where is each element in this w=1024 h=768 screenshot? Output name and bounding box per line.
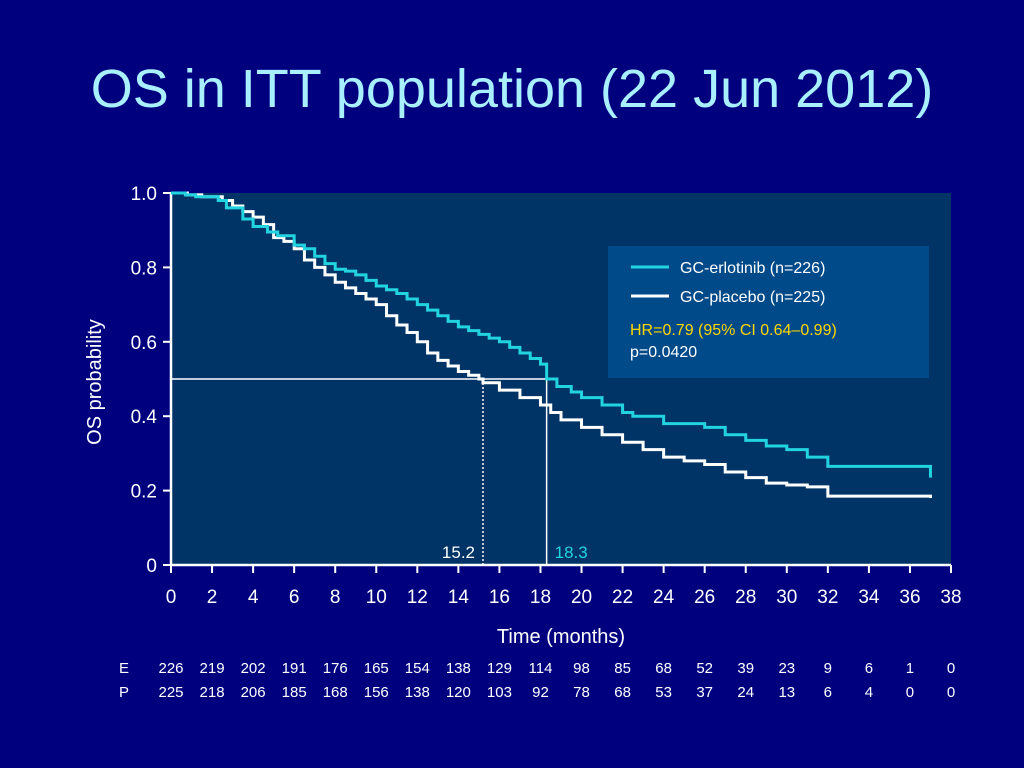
- x-tick-label: 2: [207, 587, 218, 608]
- legend-entry: GC-placebo (n=225): [680, 289, 825, 306]
- y-axis-label: OS probability: [84, 319, 106, 445]
- survival-curves: [171, 191, 932, 499]
- x-tick-label: 16: [489, 587, 510, 608]
- x-tick-label: 0: [166, 587, 177, 608]
- placebo-curve: [171, 191, 932, 499]
- x-tick-label: 28: [735, 587, 756, 608]
- legend-entry: GC-erlotinib (n=226): [680, 260, 825, 277]
- x-tick-label: 36: [899, 587, 920, 608]
- x-tick-label: 4: [248, 587, 259, 608]
- x-tick-label: 6: [289, 587, 300, 608]
- x-axis-label: Time (months): [497, 626, 625, 648]
- median-label: 15.2: [442, 543, 475, 562]
- x-tick-label: 20: [571, 587, 592, 608]
- y-tick-label: 0.8: [131, 258, 157, 279]
- x-tick-label: 38: [940, 587, 961, 608]
- y-tick-label: 0.6: [131, 333, 157, 354]
- y-tick-label: 0.4: [131, 407, 158, 428]
- x-tick-label: 12: [407, 587, 428, 608]
- x-tick-label: 18: [530, 587, 551, 608]
- slide-title: OS in ITT population (22 Jun 2012): [90, 59, 934, 119]
- hazard-ratio-text: HR=0.79 (95% CI 0.64–0.99): [630, 322, 837, 339]
- y-tick-label: 0: [146, 556, 157, 577]
- y-tick-label: 1.0: [131, 184, 157, 205]
- legend: GC-erlotinib (n=226) GC-placebo (n=225) HR…: [608, 246, 929, 378]
- x-tick-label: 10: [366, 587, 387, 608]
- x-tick-label: 26: [694, 587, 715, 608]
- p-value-text: p=0.0420: [630, 344, 697, 361]
- x-tick-label: 30: [776, 587, 797, 608]
- x-tick-label: 32: [817, 587, 838, 608]
- axes: 00.20.40.60.81.00 2 4 6 8 10 12 14 16 18 20 22 24 26 2…: [131, 184, 962, 608]
- y-tick-label: 0.2: [131, 482, 157, 503]
- x-tick-label: 14: [448, 587, 470, 608]
- median-label: 18.3: [555, 543, 588, 562]
- x-tick-label: 34: [858, 587, 880, 608]
- x-tick-label: 8: [330, 587, 341, 608]
- x-tick-label: 24: [653, 587, 675, 608]
- erlotinib-curve: [171, 191, 932, 478]
- x-tick-label: 22: [612, 587, 633, 608]
